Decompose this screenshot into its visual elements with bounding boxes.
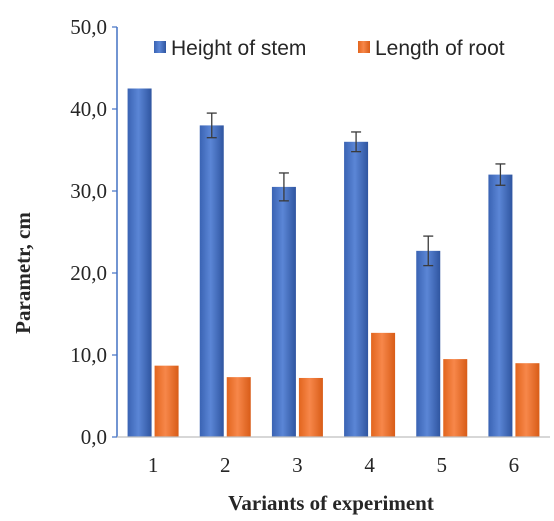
bars: [127, 88, 540, 438]
legend-label-height-of-stem: Height of stem: [171, 37, 306, 60]
bar-height-of-stem: [199, 125, 224, 438]
x-axis-title: Variants of experiment: [228, 491, 434, 515]
bar-height-of-stem: [416, 250, 441, 437]
bar-height-of-stem: [271, 186, 296, 437]
bar-length-of-root: [371, 332, 396, 437]
y-tick-label: 10,0: [70, 343, 107, 367]
legend-swatch-height-of-stem: [154, 41, 166, 53]
x-tick-label: 1: [148, 453, 159, 477]
y-tick-label: 50,0: [70, 15, 107, 39]
error-bars: [206, 112, 506, 267]
y-axis-tick-labels: 0,0 10,0 20,0 30,0 40,0 50,0: [70, 15, 117, 449]
y-tick-label: 30,0: [70, 179, 107, 203]
x-tick-label: 4: [364, 453, 375, 477]
legend-swatch-length-of-root: [358, 41, 370, 53]
y-axis-title: Parametr, cm: [11, 212, 35, 334]
y-tick-label: 0,0: [81, 425, 107, 449]
y-tick-label: 20,0: [70, 261, 107, 285]
x-tick-label: 2: [220, 453, 231, 477]
bar-length-of-root: [298, 377, 323, 437]
bar-height-of-stem: [127, 88, 152, 437]
x-tick-label: 6: [509, 453, 520, 477]
x-tick-label: 5: [437, 453, 448, 477]
legend: Height of stem Length of root: [154, 37, 505, 60]
y-tick-label: 40,0: [70, 97, 107, 121]
bar-height-of-stem: [488, 174, 513, 437]
bar-length-of-root: [443, 359, 468, 437]
x-tick-label: 3: [292, 453, 303, 477]
bar-length-of-root: [154, 365, 179, 437]
bar-length-of-root: [515, 363, 540, 437]
bar-height-of-stem: [344, 141, 369, 438]
x-axis-tick-labels: 1 2 3 4 5 6: [148, 453, 519, 477]
legend-label-length-of-root: Length of root: [375, 37, 505, 60]
bar-length-of-root: [226, 377, 251, 437]
